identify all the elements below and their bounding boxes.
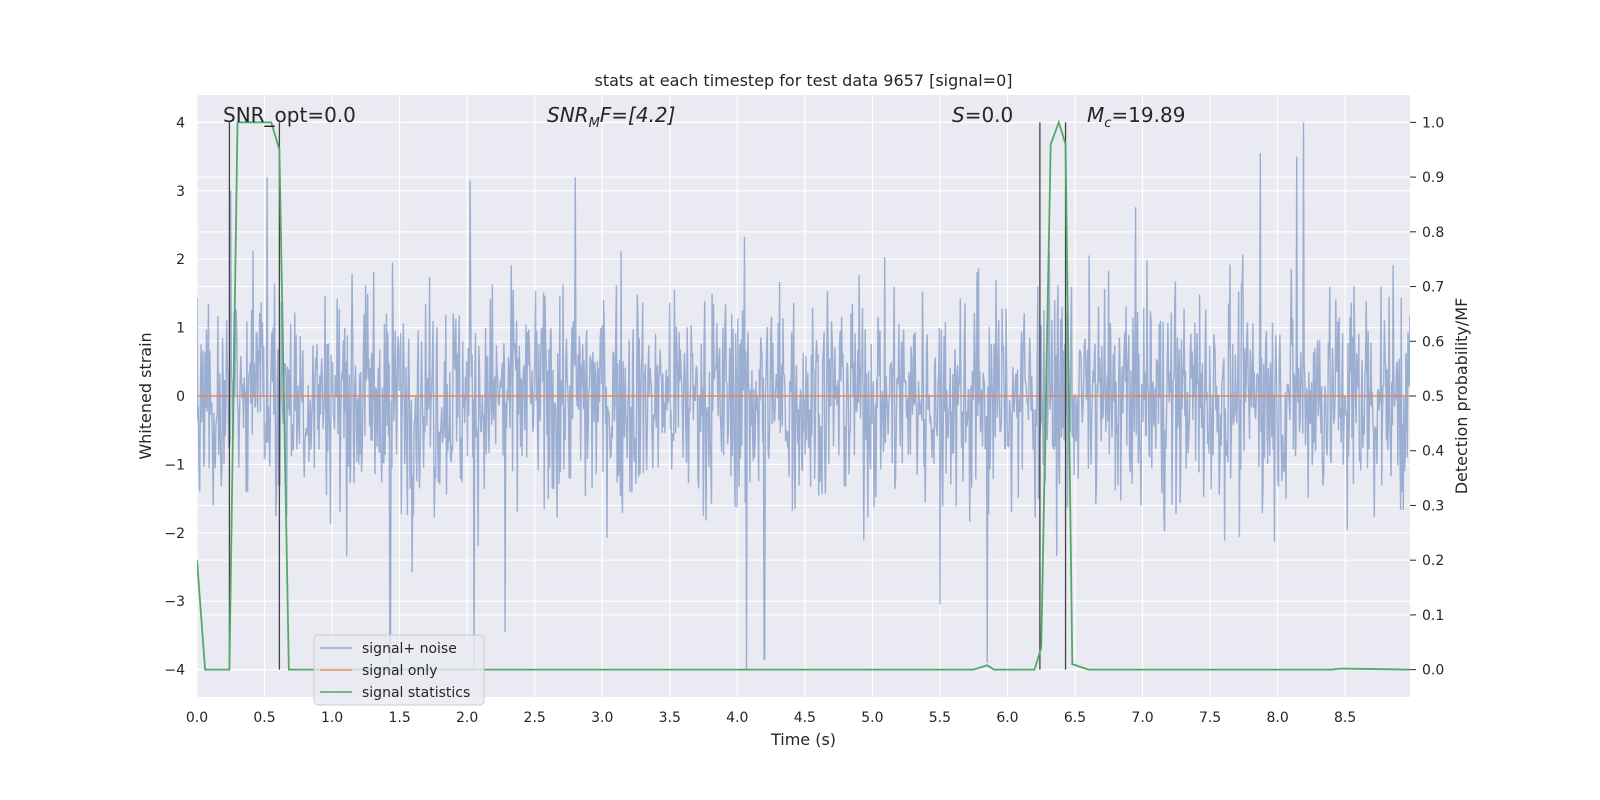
y-tick-label-left: 0: [176, 389, 185, 405]
x-tick-label: 0.5: [253, 710, 275, 726]
y-tick-label-left: −4: [164, 663, 185, 679]
x-tick-label: 5.0: [861, 710, 883, 726]
x-tick-label: 1.5: [388, 710, 410, 726]
y-axis-label-left: Whitened strain: [136, 332, 155, 459]
y-tick-label-right: 0.0: [1422, 663, 1444, 679]
x-tick-label: 8.0: [1266, 710, 1288, 726]
y-tick-label-right: 1.0: [1422, 115, 1444, 131]
x-tick-label: 1.0: [321, 710, 343, 726]
series-signal-statistics: [197, 119, 1410, 671]
plot-area: [197, 119, 1410, 671]
y-tick-label-right: 0.2: [1422, 553, 1444, 569]
annotation-snr-mf: SNRMF=[4.2]: [547, 103, 675, 131]
y-tick-label-right: 0.1: [1422, 608, 1444, 624]
y-tick-label-left: −2: [164, 526, 185, 542]
y-tick-label-left: −3: [164, 594, 185, 610]
x-tick-label: 0.0: [186, 710, 208, 726]
x-tick-label: 4.0: [726, 710, 748, 726]
y-tick-label-left: 1: [176, 321, 185, 337]
x-tick-label: 6.0: [996, 710, 1018, 726]
x-tick-label: 3.0: [591, 710, 613, 726]
x-tick-label: 6.5: [1064, 710, 1086, 726]
snr-mf-value: F=[4.2]: [600, 103, 676, 127]
y-tick-label-right: 0.8: [1422, 225, 1444, 241]
series-signal-noise: [197, 122, 1410, 670]
x-tick-label: 2.5: [524, 710, 546, 726]
y-tick-label-right: 0.5: [1422, 389, 1444, 405]
annotation-mc: Mc=19.89: [1087, 103, 1185, 131]
y-tick-label-right: 0.9: [1422, 170, 1444, 186]
y-tick-label-right: 0.4: [1422, 444, 1444, 460]
annotation-s: S=0.0: [952, 103, 1013, 127]
legend: signal+ noise signal only signal statist…: [313, 634, 485, 706]
chart-title: stats at each timestep for test data 965…: [594, 71, 1012, 90]
legend-label-signal-noise: signal+ noise: [362, 641, 457, 657]
y-tick-label-left: 4: [176, 115, 185, 131]
x-tick-label: 5.5: [929, 710, 951, 726]
y-tick-label-left: −1: [164, 457, 185, 473]
legend-label-signal-statistics: signal statistics: [362, 685, 470, 701]
legend-box: [313, 634, 485, 706]
tick-labels: 0.0 0.5 1.0 1.5 2.0 2.5 3.0 3.5 4.0 4.5 5.0 5.5 6.0 6…: [164, 115, 1444, 726]
annotation-snr-opt: SNR_opt=0.0: [223, 103, 356, 127]
x-tick-label: 7.5: [1199, 710, 1221, 726]
y-tick-label-left: 2: [176, 252, 185, 268]
x-tick-label: 2.0: [456, 710, 478, 726]
y-tick-label-right: 0.3: [1422, 498, 1444, 514]
series-layer: [197, 119, 1410, 671]
y-axis-label-right: Detection probability/MF: [1452, 298, 1471, 495]
x-tick-label: 3.5: [659, 710, 681, 726]
y-tick-label-right: 0.6: [1422, 334, 1444, 350]
legend-label-signal-only: signal only: [362, 663, 437, 679]
x-tick-label: 7.0: [1131, 710, 1153, 726]
y-tick-label-left: 3: [176, 184, 185, 200]
x-axis-label: Time (s): [770, 730, 836, 749]
x-tick-label: 8.5: [1334, 710, 1356, 726]
y-tick-label-right: 0.7: [1422, 280, 1444, 296]
x-tick-label: 4.5: [794, 710, 816, 726]
